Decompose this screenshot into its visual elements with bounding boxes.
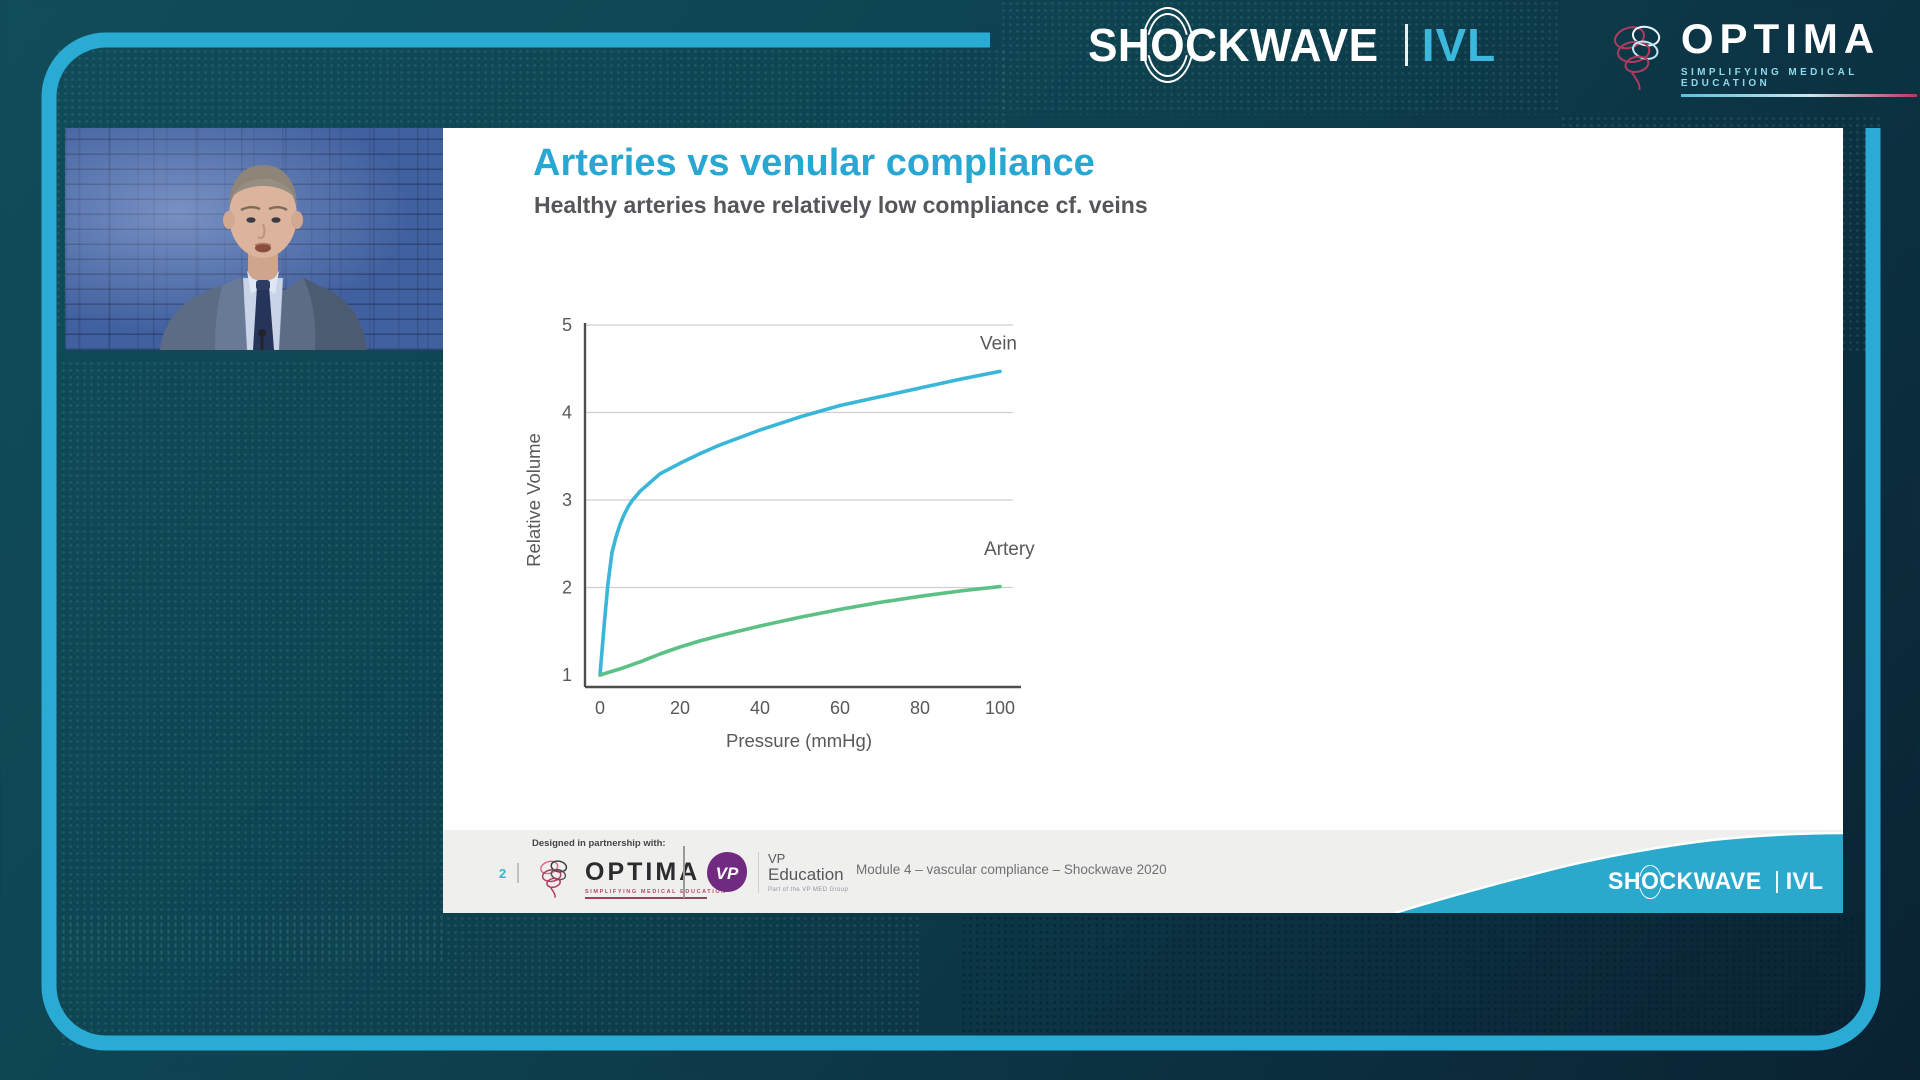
module-caption: Module 4 – vascular compliance – Shockwa…	[856, 862, 1167, 877]
optima-underline	[1680, 94, 1917, 97]
vp-education-logo: VP VP Education Part of the VP MED Group	[705, 850, 848, 894]
ivl-wordmark: IVL	[1785, 868, 1823, 895]
page-number: 2	[499, 866, 507, 881]
header-shockwave-logo: SHO CKWAVE IVL	[1088, 7, 1497, 83]
vp-tagline: Part of the VP MED Group	[768, 886, 849, 893]
footer-logo-divider	[683, 846, 685, 898]
ivl-wordmark: IVL	[1421, 19, 1497, 71]
footer-optima-logo: OPTIMA SIMPLIFYING MEDICAL EDUCATION	[531, 854, 727, 902]
shockwave-wordmark: SHO CKWAVE	[1608, 865, 1762, 899]
vp-name-line2: Education	[768, 864, 844, 884]
slide-subtitle: Healthy arteries have relatively low com…	[534, 192, 1148, 218]
series-label-vein: Vein	[980, 334, 1017, 355]
y-axis-title: Relative Volume	[523, 433, 544, 567]
slide: Arteries vs venular compliance Healthy a…	[443, 128, 1843, 913]
vp-name-line1: VP	[768, 850, 786, 866]
series-label-artery: Artery	[984, 539, 1035, 560]
optima-tagline: SIMPLIFYING MEDICAL EDUCATION	[585, 888, 727, 895]
slide-footer: SHO CKWAVE IVL Designed in partnership wi…	[443, 830, 1843, 913]
logo-divider	[1404, 24, 1408, 66]
optima-wordmark: OPTIMA	[585, 857, 701, 886]
series-artery	[598, 584, 1002, 677]
y-tick-label: 4	[562, 403, 572, 423]
footer-shockwave-logo: SHO CKWAVE IVL	[1608, 865, 1823, 899]
vp-monogram-icon: VP	[707, 852, 747, 892]
optima-heart-icon	[1613, 25, 1661, 91]
shockwave-wordmark: SHO CKWAVE	[1088, 7, 1379, 83]
shockwave-o-rings-icon: O	[1141, 7, 1194, 83]
logo-divider	[1775, 871, 1778, 893]
optima-heart-icon	[540, 860, 568, 898]
x-axis-title: Pressure (mmHg)	[726, 730, 872, 751]
x-tick-label: 40	[750, 698, 770, 718]
page-number-divider	[517, 863, 519, 883]
shockwave-o-rings-icon: O	[1638, 865, 1661, 899]
slide-title: Arteries vs venular compliance	[533, 142, 1095, 184]
header-optima-logo: OPTIMA SIMPLIFYING MEDICAL EDUCATION	[1598, 10, 1920, 102]
y-tick-label: 3	[562, 490, 572, 510]
presenter-video	[65, 128, 443, 350]
series-vein	[598, 369, 1002, 677]
footer-wave	[1394, 831, 1843, 913]
y-tick-label: 5	[562, 315, 572, 335]
optima-tagline: SIMPLIFYING MEDICAL EDUCATION	[1680, 67, 1858, 89]
optima-wordmark: OPTIMA	[1680, 15, 1881, 62]
compliance-chart: 1 2 3 4 5 0 20 40 60 80 100 Vein Artery Pressure (mmH…	[523, 315, 1035, 751]
partnership-label: Designed in partnership with:	[532, 838, 666, 849]
chart-holder: 1 2 3 4 5 0 20 40 60 80 100 Vein Artery Pressure (mmH…	[518, 300, 1078, 770]
x-tick-label: 20	[670, 698, 690, 718]
y-tick-label: 1	[562, 665, 572, 685]
x-tick-label: 100	[985, 698, 1015, 718]
svg-text:VP: VP	[716, 864, 739, 883]
y-tick-label: 2	[562, 578, 572, 598]
optima-underline	[585, 896, 707, 899]
x-tick-label: 80	[910, 698, 930, 718]
presenter-figure	[160, 165, 367, 350]
x-tick-label: 0	[595, 698, 605, 718]
x-tick-label: 60	[830, 698, 850, 718]
